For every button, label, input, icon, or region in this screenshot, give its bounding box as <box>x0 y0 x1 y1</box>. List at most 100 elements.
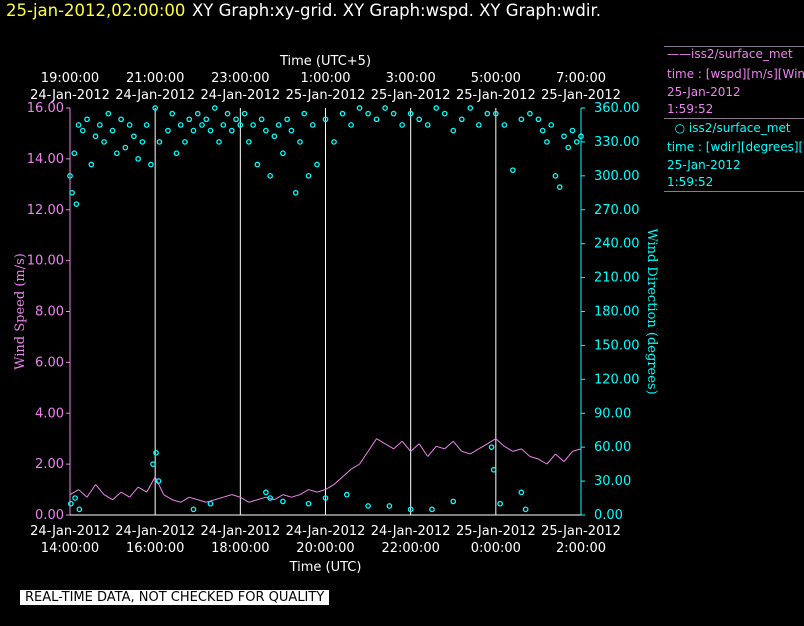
bottom-axis-tick-time: 2:00:00 <box>556 541 606 556</box>
wdir-point <box>177 122 184 128</box>
right-axis-tick-label: 0.00 <box>594 508 623 523</box>
wdir-point <box>441 110 448 117</box>
wdir-point <box>331 139 337 145</box>
bottom-axis-tick-time: 20:00:00 <box>296 541 354 556</box>
wspd-line-segment <box>470 448 480 455</box>
wdir-point <box>429 506 435 513</box>
wdir-point <box>216 139 222 145</box>
bottom-axis-tick-date: 24-Jan-2012 <box>200 524 280 539</box>
wdir-point <box>237 122 244 128</box>
wspd-line-segment <box>367 438 378 452</box>
legend-wspd-var: time : [wspd][m/s][Wind <box>667 67 804 81</box>
wdir-point <box>84 116 90 123</box>
bottom-axis-tick-date: 25-Jan-2012 <box>541 524 621 539</box>
wdir-point <box>190 127 197 134</box>
bottom-axis-tick-time: 22:00:00 <box>381 541 439 556</box>
bottom-axis-tick-date: 24-Jan-2012 <box>115 524 195 539</box>
wspd-line-segment <box>299 489 309 496</box>
wspd-line-segment <box>350 463 360 470</box>
top-axis-tick-time: 5:00:00 <box>471 71 521 86</box>
wdir-point <box>399 122 405 128</box>
wdir-point <box>79 127 86 134</box>
top-axis-tick-date: 25-Jan-2012 <box>456 88 536 103</box>
wdir-point <box>458 116 465 123</box>
wspd-line-segment <box>86 484 96 498</box>
wdir-point <box>88 161 95 168</box>
wdir-point <box>573 139 580 145</box>
wspd-line-segment <box>240 496 250 503</box>
wdir-point <box>73 201 80 207</box>
right-axis-tick-label: 120.00 <box>594 372 640 387</box>
legend-wdir-name: ○ iss2/surface_met <box>667 121 791 135</box>
right-axis-tick-label: 270.00 <box>594 203 640 218</box>
wdir-point <box>76 506 83 513</box>
wspd-line-segment <box>572 448 582 452</box>
wspd-line-segment <box>308 489 318 493</box>
wdir-point <box>497 500 503 507</box>
wspd-line-segment <box>444 440 454 450</box>
wdir-point <box>365 503 371 509</box>
wdir-point <box>314 161 320 168</box>
top-axis-tick-date: 25-Jan-2012 <box>286 88 366 103</box>
top-axis-tick-time: 3:00:00 <box>386 71 436 86</box>
wspd-line-segment <box>410 443 420 452</box>
wdir-point <box>301 110 308 117</box>
wdir-point <box>305 500 312 507</box>
top-axis-label: Time (UTC+5) <box>279 54 371 69</box>
legend-separator <box>664 118 804 119</box>
wdir-point <box>105 110 112 117</box>
wdir-point <box>122 144 129 151</box>
wdir-point <box>152 105 159 111</box>
wdir-point <box>390 110 397 117</box>
wdir-point <box>241 110 248 117</box>
wdir-point <box>424 122 431 128</box>
wspd-line-segment <box>78 489 88 498</box>
legend-wdir-var: time : [wdir][degrees][W <box>667 140 804 154</box>
left-axis-tick-label: 2.00 <box>35 457 64 472</box>
wspd-line-segment <box>555 453 565 462</box>
wdir-point <box>165 127 171 134</box>
wdir-point <box>416 116 423 123</box>
wspd-line-segment <box>95 484 105 495</box>
wdir-point <box>386 503 393 509</box>
wspd-line-segment <box>257 496 267 501</box>
wspd-line-segment <box>172 499 181 503</box>
wdir-point <box>258 116 265 123</box>
wspd-line-segment <box>248 499 258 503</box>
wspd-line-segment <box>393 440 403 450</box>
wdir-point <box>288 127 295 134</box>
wdir-point <box>150 461 156 467</box>
wdir-point <box>407 506 414 513</box>
quality-disclaimer: REAL-TIME DATA, NOT CHECKED FOR QUALITY <box>20 590 330 605</box>
wdir-point <box>492 110 499 117</box>
wdir-point <box>207 127 214 134</box>
wdir-point <box>475 122 482 128</box>
wdir-point <box>569 127 576 134</box>
wspd-line-segment <box>521 448 531 457</box>
wdir-point <box>190 506 197 513</box>
left-axis-tick-label: 8.00 <box>35 305 64 320</box>
legend-wspd-name: ——iss2/surface_met <box>667 47 793 61</box>
wspd-line-segment <box>112 491 122 501</box>
wdir-point <box>539 127 546 134</box>
wspd-line-segment <box>461 450 471 455</box>
wspd-line-segment <box>316 489 326 493</box>
wdir-point <box>92 133 99 140</box>
wspd-line-segment <box>214 496 224 501</box>
left-axis-tick-label: 4.00 <box>35 406 64 421</box>
wdir-point <box>71 150 78 157</box>
wdir-point <box>131 133 137 140</box>
wspd-line-segment <box>436 445 445 450</box>
wdir-point <box>153 449 159 456</box>
wdir-point <box>254 161 261 168</box>
bottom-axis-label: Time (UTC) <box>289 560 362 575</box>
wdir-point <box>68 500 74 507</box>
right-axis-tick-label: 90.00 <box>594 406 631 421</box>
wdir-point <box>156 139 163 145</box>
top-axis-tick-date: 24-Jan-2012 <box>30 88 110 103</box>
wdir-point <box>322 116 329 123</box>
wdir-point <box>561 133 567 140</box>
bottom-axis-tick-date: 24-Jan-2012 <box>286 524 366 539</box>
wspd-line-segment <box>282 494 292 498</box>
top-axis-tick-date: 24-Jan-2012 <box>115 88 195 103</box>
